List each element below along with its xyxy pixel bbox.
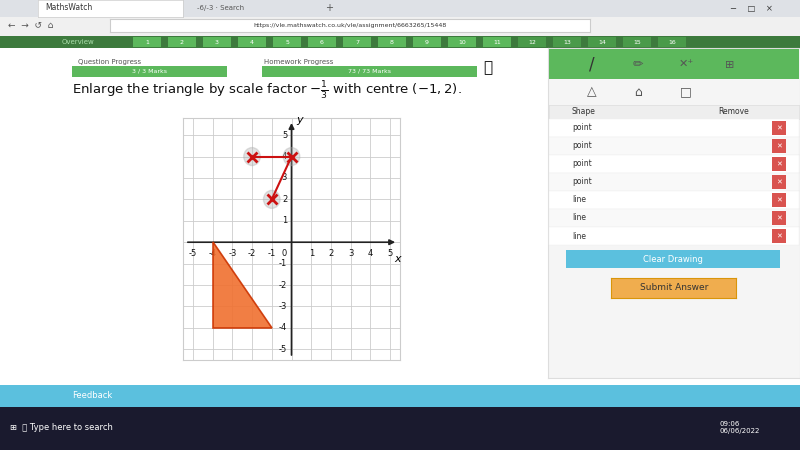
Text: -4: -4: [209, 249, 217, 258]
Circle shape: [263, 190, 280, 208]
Text: Shape: Shape: [572, 108, 596, 117]
Text: Enlarge the triangle by scale factor $-\frac{1}{3}$ with centre $(-1, 2)$.: Enlarge the triangle by scale factor $-\…: [72, 80, 462, 102]
Text: -3: -3: [278, 302, 287, 311]
Text: -4: -4: [279, 324, 287, 333]
Text: 1: 1: [309, 249, 314, 258]
Text: -1: -1: [279, 259, 287, 268]
Text: 5: 5: [285, 40, 289, 45]
Text: 3: 3: [282, 173, 287, 182]
Text: −    □    ×: − □ ×: [730, 4, 773, 13]
Text: 0: 0: [282, 249, 287, 258]
Text: ⊞: ⊞: [726, 60, 734, 70]
Text: 15: 15: [633, 40, 641, 45]
Text: 6: 6: [320, 40, 324, 45]
Text: ✕: ✕: [776, 179, 782, 185]
Text: ⌂: ⌂: [634, 86, 642, 99]
Text: 09:06
06/06/2022: 09:06 06/06/2022: [720, 422, 760, 435]
Text: Submit Answer: Submit Answer: [640, 284, 708, 292]
Text: 8: 8: [390, 40, 394, 45]
Text: 1: 1: [282, 216, 287, 225]
Text: Feedback: Feedback: [72, 392, 112, 400]
Text: 14: 14: [598, 40, 606, 45]
Circle shape: [244, 148, 260, 166]
Text: 4: 4: [368, 249, 373, 258]
Text: y: y: [296, 115, 302, 125]
Text: ✏: ✏: [633, 58, 643, 72]
Polygon shape: [213, 242, 272, 328]
Text: Overview: Overview: [62, 39, 94, 45]
Text: x: x: [394, 254, 402, 264]
Circle shape: [283, 148, 300, 166]
Text: -5: -5: [279, 345, 287, 354]
Text: ✕: ✕: [776, 125, 782, 131]
Text: MathsWatch: MathsWatch: [45, 4, 92, 13]
Text: -2: -2: [279, 280, 287, 289]
Text: 13: 13: [563, 40, 571, 45]
Text: 2: 2: [328, 249, 334, 258]
Text: 73 / 73 Marks: 73 / 73 Marks: [349, 68, 391, 73]
Text: ⊞  🔍 Type here to search: ⊞ 🔍 Type here to search: [10, 423, 113, 432]
Text: line: line: [572, 213, 586, 222]
Text: 10: 10: [458, 40, 466, 45]
Text: 3 / 3 Marks: 3 / 3 Marks: [133, 68, 167, 73]
Text: 16: 16: [668, 40, 676, 45]
Text: ✕: ✕: [776, 197, 782, 203]
Text: Clear Drawing: Clear Drawing: [643, 255, 703, 264]
Text: line: line: [572, 195, 586, 204]
Text: ✕: ✕: [776, 143, 782, 149]
Text: Remove: Remove: [718, 108, 749, 117]
Text: Question Progress: Question Progress: [78, 59, 141, 65]
Text: +: +: [325, 3, 333, 13]
Text: 4: 4: [282, 152, 287, 161]
Text: line: line: [572, 231, 586, 240]
Text: point: point: [572, 141, 592, 150]
Text: ✕: ✕: [776, 215, 782, 221]
Text: 11: 11: [493, 40, 501, 45]
Text: point: point: [572, 177, 592, 186]
Text: 9: 9: [425, 40, 429, 45]
Text: https://vle.mathswatch.co.uk/vle/assignment/6663265/15448: https://vle.mathswatch.co.uk/vle/assignm…: [254, 22, 446, 27]
Text: 5: 5: [387, 249, 393, 258]
Text: point: point: [572, 123, 592, 132]
Text: 2: 2: [180, 40, 184, 45]
Text: point: point: [572, 159, 592, 168]
Text: 4: 4: [250, 40, 254, 45]
Text: -3: -3: [228, 249, 237, 258]
Text: /: /: [589, 56, 595, 74]
Text: 2: 2: [282, 195, 287, 204]
Text: ←  →  ↺  ⌂: ← → ↺ ⌂: [8, 22, 54, 31]
Text: -5: -5: [189, 249, 197, 258]
Text: -1: -1: [268, 249, 276, 258]
Text: ✕: ✕: [776, 233, 782, 239]
Text: 3: 3: [215, 40, 219, 45]
Text: ✕: ✕: [776, 161, 782, 167]
Text: Homework Progress: Homework Progress: [264, 59, 334, 65]
Text: 1: 1: [145, 40, 149, 45]
Text: 12: 12: [528, 40, 536, 45]
Text: □: □: [680, 86, 692, 99]
Text: -6/-3 · Search: -6/-3 · Search: [197, 5, 244, 11]
Text: 3: 3: [348, 249, 354, 258]
Text: 🖩: 🖩: [483, 60, 493, 76]
Text: 5: 5: [282, 130, 287, 140]
Text: 7: 7: [355, 40, 359, 45]
Text: -2: -2: [248, 249, 256, 258]
Text: ✕⁺: ✕⁺: [678, 60, 694, 70]
Text: △: △: [587, 86, 597, 99]
